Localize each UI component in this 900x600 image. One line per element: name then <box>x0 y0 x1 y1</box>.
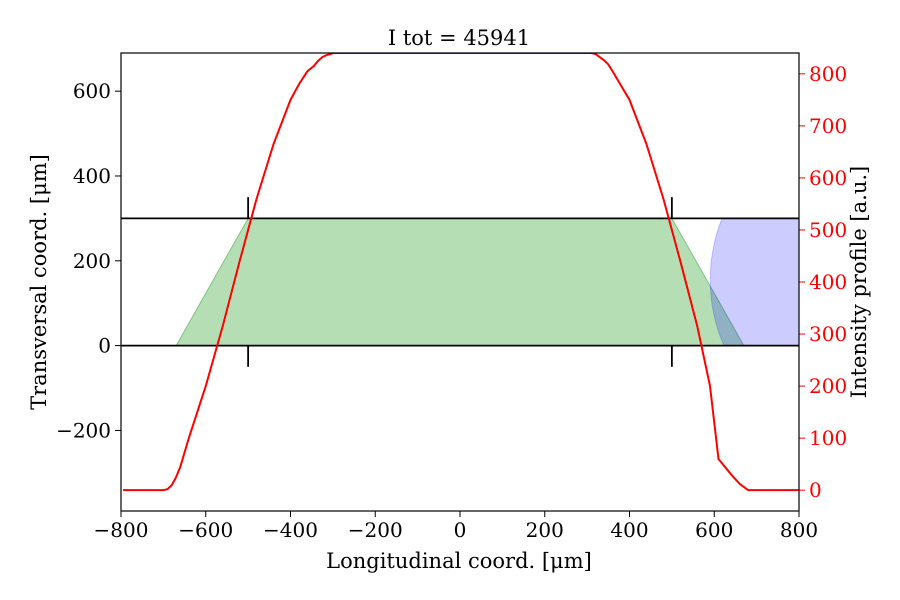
y-axis-label: Transversal coord. [μm] <box>27 154 51 410</box>
blue-region <box>709 217 799 347</box>
y-tick-label-0: −200 <box>56 418 111 442</box>
x-tick-label-3: −200 <box>348 518 403 542</box>
x-axis: −800 −600 −400 −200 0 200 400 600 800 <box>94 511 818 542</box>
x-tick-label-0: −800 <box>94 518 149 542</box>
y2-tick-label-4: 400 <box>809 270 847 294</box>
green-region-0 <box>175 217 745 347</box>
y-tick-label-2: 200 <box>73 249 111 273</box>
y-axis-right: 0 100 200 300 400 500 600 700 800 <box>799 62 847 502</box>
y-axis-left: −200 0 200 400 600 <box>56 79 121 442</box>
x-tick-label-7: 600 <box>695 518 733 542</box>
intensity-line-0 <box>123 53 799 492</box>
chart-title: I tot = 45941 <box>388 26 530 50</box>
x-tick-label-4: 0 <box>454 518 467 542</box>
plot-frame <box>120 52 800 512</box>
y2-tick-label-2: 200 <box>809 374 847 398</box>
plot-area <box>121 53 799 492</box>
y2-tick-label-3: 300 <box>809 322 847 346</box>
x-tick-label-5: 200 <box>526 518 564 542</box>
x-tick-label-1: −600 <box>178 518 233 542</box>
x-axis-label: Longitudinal coord. [μm] <box>326 549 592 573</box>
y2-tick-label-5: 500 <box>809 218 847 242</box>
y-tick-label-1: 0 <box>98 334 111 358</box>
plot-content <box>121 53 799 492</box>
y2-tick-label-1: 100 <box>809 426 847 450</box>
y2-tick-label-0: 0 <box>809 478 822 502</box>
y-tick-label-3: 400 <box>73 164 111 188</box>
y2-tick-label-7: 700 <box>809 114 847 138</box>
x-tick-label-2: −400 <box>263 518 318 542</box>
y2-tick-label-8: 800 <box>809 62 847 86</box>
x-tick-label-6: 400 <box>610 518 648 542</box>
x-tick-label-8: 800 <box>780 518 818 542</box>
y2-axis-label: Intensity profile [a.u.] <box>847 166 871 398</box>
y-tick-label-4: 600 <box>73 79 111 103</box>
y2-tick-label-6: 600 <box>809 166 847 190</box>
